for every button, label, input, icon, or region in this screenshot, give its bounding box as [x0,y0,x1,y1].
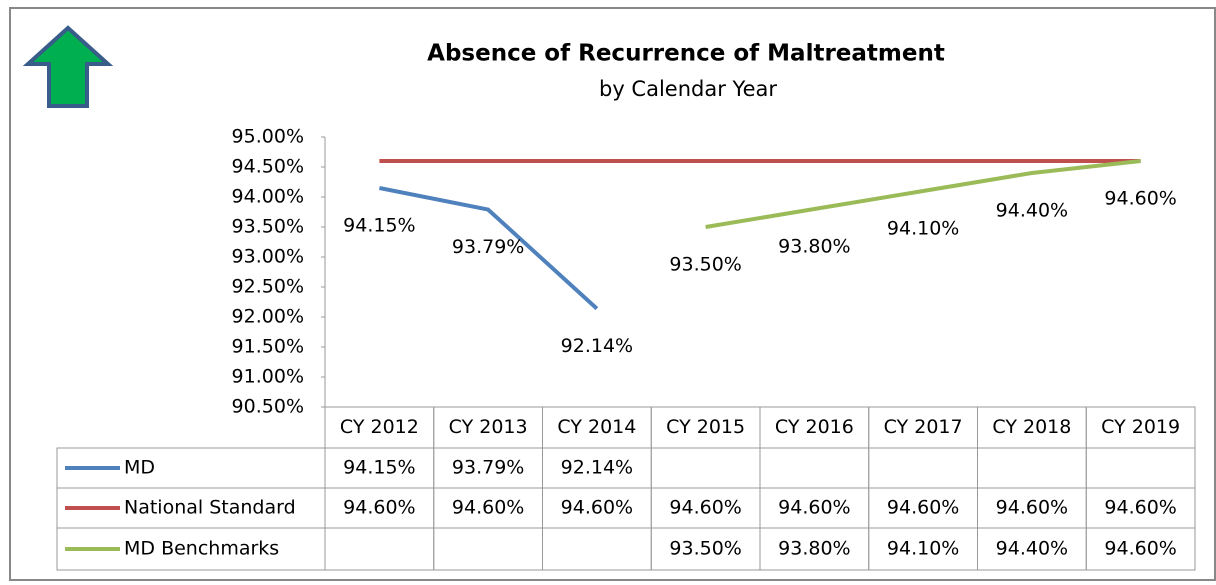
table-cell [1085,527,1196,571]
up-arrow-icon [22,25,114,108]
y-tick-label: 92.00% [232,306,304,328]
table-value: 94.60% [561,497,633,519]
y-tick-label: 93.50% [232,216,304,238]
y-tick-label: 92.50% [232,276,304,298]
x-tick-label: CY 2018 [992,416,1071,438]
chart-title: Absence of Recurrence of Maltreatment [427,41,945,67]
table-value: 94.60% [996,497,1068,519]
x-tick-label: CY 2012 [340,416,419,438]
legend-label: MD Benchmarks [124,538,279,560]
y-tick-label: 90.50% [232,396,304,418]
x-tick-label: CY 2016 [775,416,854,438]
data-label: 93.79% [452,236,524,258]
data-label: 93.80% [778,236,850,258]
x-tick-label: CY 2014 [557,416,636,438]
table-value: 94.60% [1104,497,1176,519]
table-value: 94.60% [452,497,524,519]
y-tick-label: 94.50% [232,156,304,178]
table-value: 94.60% [1104,538,1176,560]
y-tick-label: 94.00% [232,186,304,208]
table-value: 94.15% [343,457,415,479]
x-tick-label: CY 2013 [449,416,528,438]
chart-subtitle: by Calendar Year [599,77,777,101]
table-value: 93.80% [778,538,850,560]
series-line [378,186,599,311]
legend-label: MD [124,457,155,479]
data-label: 94.60% [1104,188,1176,210]
legend-label: National Standard [124,497,296,519]
data-label: 92.14% [561,335,633,357]
series-line [705,159,1141,229]
y-tick-label: 95.00% [232,126,304,148]
table-value: 94.60% [669,497,741,519]
x-tick-label: CY 2017 [884,416,963,438]
y-tick-label: 93.00% [232,246,304,268]
table-value: 94.60% [887,497,959,519]
table-value: 94.10% [887,538,959,560]
x-tick-label: CY 2019 [1101,416,1180,438]
chart-frame [9,7,1216,581]
data-label: 94.15% [343,215,415,237]
table-value: 94.60% [778,497,850,519]
table-value: 94.60% [343,497,415,519]
table-value: 93.79% [452,457,524,479]
table-value: 92.14% [561,457,633,479]
table-value: 93.50% [669,538,741,560]
x-tick-label: CY 2015 [666,416,745,438]
table-value: 94.40% [996,538,1068,560]
y-tick-label: 91.50% [232,336,304,358]
y-tick-label: 91.00% [232,366,304,388]
data-label: 94.10% [887,218,959,240]
data-label: 94.40% [996,200,1068,222]
data-label: 93.50% [669,254,741,276]
